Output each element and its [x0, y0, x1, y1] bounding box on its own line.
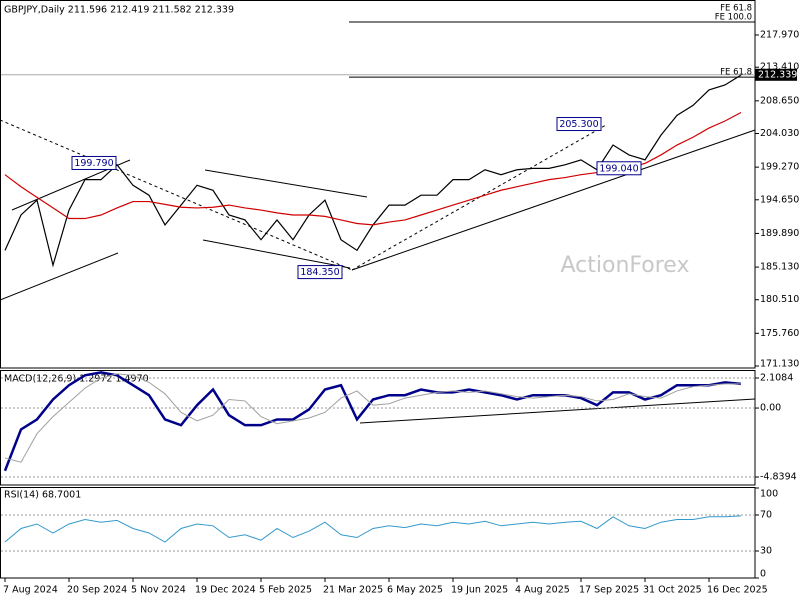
- chart-title: GBPJPY,Daily 211.596 212.419 211.582 212…: [4, 5, 234, 16]
- rsi-title: RSI(14) 68.7001: [4, 490, 81, 501]
- x-tick-label: 31 Oct 2025: [643, 585, 702, 596]
- x-tick-label: 5 Feb 2025: [259, 585, 312, 596]
- x-tick-label: 6 May 2025: [387, 585, 443, 596]
- annotation-label: 184.350: [300, 267, 339, 278]
- macd-panel: [0, 370, 756, 486]
- watermark: ActionForex: [561, 253, 690, 278]
- price-panel: [0, 0, 756, 369]
- fe-label: FE 61.8: [720, 68, 752, 78]
- y-tick-label: 213.410: [760, 62, 799, 73]
- y-tick-label: 30: [760, 546, 772, 557]
- last-price-label: 212.339: [758, 69, 797, 80]
- y-tick-label: 185.130: [760, 262, 799, 273]
- annotation-label: 205.300: [559, 119, 598, 130]
- trend-line: [0, 119, 353, 271]
- rsi-panel: [0, 487, 756, 579]
- y-tick-label: -4.8394: [760, 472, 797, 483]
- annotation-label: 199.040: [599, 163, 638, 174]
- last-price-tag: [755, 68, 797, 81]
- y-tick-label: 180.510: [760, 294, 799, 305]
- x-tick-label: 21 Mar 2025: [323, 585, 383, 596]
- x-tick-label: 19 Jun 2025: [451, 585, 508, 596]
- y-tick-label: 70: [760, 510, 772, 521]
- y-tick-label: 194.650: [760, 194, 799, 205]
- x-tick-label: 4 Aug 2025: [515, 585, 570, 596]
- price-annotation: [297, 265, 343, 280]
- price-annotation: [556, 117, 602, 132]
- y-tick-label: 189.890: [760, 228, 799, 239]
- channel-line: [0, 252, 119, 301]
- y-tick-label: 171.130: [760, 359, 799, 370]
- x-tick-label: 7 Aug 2024: [3, 585, 58, 596]
- y-tick-label: 175.760: [760, 328, 799, 339]
- y-tick-label: 0: [760, 569, 766, 580]
- x-tick-label: 17 Sep 2025: [579, 585, 639, 596]
- channel-line: [204, 169, 368, 198]
- x-tick-label: 16 Dec 2025: [707, 585, 768, 596]
- y-tick-label: 2.1084: [760, 373, 793, 384]
- y-tick-label: 100: [760, 489, 778, 500]
- fe-label: FE 100.0: [715, 13, 752, 23]
- series-line: [4, 373, 741, 463]
- macd-title: MACD(12,26,9) 1.2972 1.4970: [4, 374, 149, 385]
- y-tick-label: 217.970: [760, 29, 799, 40]
- x-tick-label: 20 Sep 2024: [67, 585, 127, 596]
- trend-line: [351, 129, 756, 271]
- trend-lines: [0, 119, 756, 424]
- fe-label: FE 61.8: [720, 4, 752, 14]
- y-tick-label: 0.00: [760, 403, 781, 414]
- series-line: [4, 515, 742, 543]
- y-tick-label: 204.030: [760, 128, 799, 139]
- series-line: [3, 371, 742, 472]
- x-tick-label: 19 Dec 2024: [195, 585, 256, 596]
- channel-line: [202, 239, 351, 269]
- x-tick-label: 5 Nov 2024: [131, 585, 186, 596]
- y-tick-label: 208.650: [760, 95, 799, 106]
- price-annotation: [71, 155, 117, 170]
- trend-line: [359, 398, 756, 424]
- y-tick-label: 199.270: [760, 162, 799, 173]
- annotation-label: 199.790: [74, 158, 113, 169]
- price-annotation: [596, 161, 642, 176]
